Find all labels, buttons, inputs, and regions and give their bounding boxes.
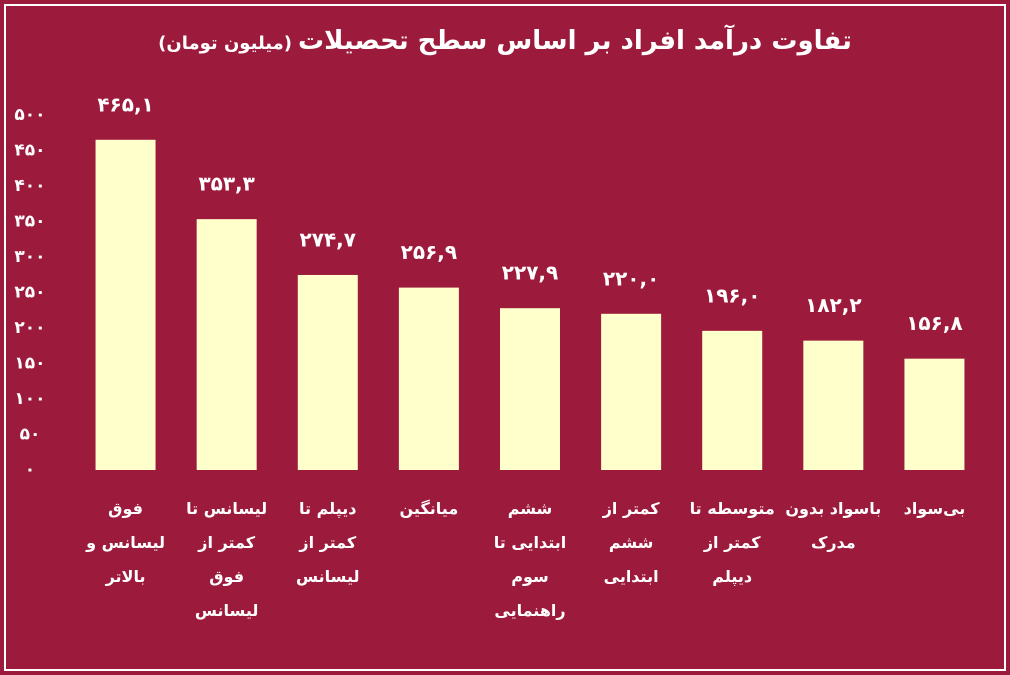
y-tick-label: ۵۰۰ xyxy=(14,105,45,125)
bar xyxy=(500,308,560,470)
y-tick-label: ۴۵۰ xyxy=(14,141,45,161)
x-tick-label: کمتر از ششم ابتدایی xyxy=(602,499,660,586)
value-label: ۲۲۰,۰ xyxy=(603,266,659,290)
value-label: ۲۷۴,۷ xyxy=(300,227,356,251)
bar xyxy=(297,274,358,470)
chart-title: تفاوت درآمد افراد بر اساس سطح تحصیلات xyxy=(298,26,852,56)
bar xyxy=(95,139,156,471)
bar xyxy=(904,358,965,470)
value-label: ۱۹۶,۰ xyxy=(704,283,760,307)
x-tick-label: میانگین xyxy=(399,499,459,518)
x-tick-label: فوق لیسانس و بالاتر xyxy=(86,499,166,586)
x-tick-label: باسواد بدون مدرک xyxy=(785,499,882,552)
x-tick-label: ششم ابتدایی تا سوم راهنمایی xyxy=(493,499,567,620)
x-tick-label: متوسطه تا کمتر از دیپلم xyxy=(689,499,775,586)
x-tick-label: بی‌سواد xyxy=(903,499,966,518)
chart-subtitle: (میلیون تومان) xyxy=(158,33,293,54)
value-label: ۴۶۵,۱ xyxy=(97,92,153,116)
y-tick-label: ۳۰۰ xyxy=(14,247,45,267)
title-block: تفاوت درآمد افراد بر اساس سطح تحصیلات(می… xyxy=(0,26,1010,56)
y-tick-label: ۵۰ xyxy=(20,425,41,445)
value-label: ۲۵۶,۹ xyxy=(401,240,457,264)
y-tick-label: ۲۵۰ xyxy=(14,283,45,303)
x-tick-label: لیسانس تا کمتر از فوق لیسانس xyxy=(186,499,268,620)
value-label: ۱۸۲,۲ xyxy=(805,293,861,317)
y-tick-label: ۱۰۰ xyxy=(14,389,45,409)
value-label: ۱۵۶,۸ xyxy=(906,311,962,335)
frame xyxy=(4,4,1006,671)
bar xyxy=(702,330,763,470)
bar xyxy=(196,219,257,470)
y-tick-label: ۲۰۰ xyxy=(14,318,45,338)
x-tick-label: دیپلم تا کمتر از لیسانس xyxy=(296,499,360,586)
y-tick-label: ۱۵۰ xyxy=(14,354,45,374)
bar xyxy=(398,287,459,470)
y-tick-label: ۰ xyxy=(25,460,35,480)
y-tick-label: ۳۵۰ xyxy=(14,212,45,232)
y-tick-label: ۴۰۰ xyxy=(14,176,45,196)
value-label: ۳۵۳,۳ xyxy=(198,172,254,196)
bar xyxy=(601,313,662,470)
value-label: ۲۲۷,۹ xyxy=(502,261,558,285)
bar xyxy=(803,340,864,470)
